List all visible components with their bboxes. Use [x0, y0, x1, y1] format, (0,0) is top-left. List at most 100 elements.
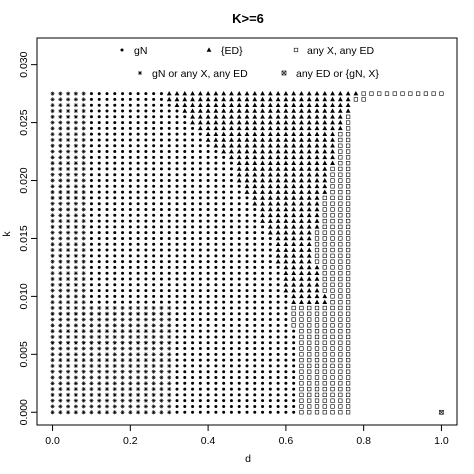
- data-point-triangle: [275, 172, 281, 177]
- data-point-square: [330, 253, 335, 258]
- data-point-asterisk: [73, 161, 78, 166]
- data-point-asterisk: [104, 329, 110, 334]
- data-point-dot: [144, 271, 148, 275]
- data-point-dot: [175, 225, 179, 229]
- data-point-triangle: [260, 108, 265, 113]
- data-point-asterisk: [58, 386, 63, 392]
- data-point-square: [338, 236, 343, 241]
- data-point-dot: [152, 300, 156, 304]
- data-point-triangle: [306, 96, 312, 102]
- data-point-dot: [261, 231, 265, 235]
- data-point-dot: [198, 167, 202, 171]
- data-point-square: [330, 247, 335, 253]
- data-point-triangle: [299, 154, 304, 160]
- data-point-dot: [128, 248, 132, 252]
- data-point-asterisk: [81, 166, 86, 172]
- data-point-dot: [183, 236, 187, 240]
- data-point-asterisk: [73, 386, 78, 392]
- data-point-dot: [229, 341, 233, 345]
- data-point-dot: [113, 179, 117, 183]
- data-point-dot: [214, 318, 218, 322]
- data-point-dot: [175, 121, 179, 125]
- data-point-square: [314, 352, 320, 357]
- data-point-dot: [245, 375, 249, 379]
- data-point-square: [330, 398, 335, 403]
- legend-item: {ED}: [206, 45, 243, 57]
- data-point-dot: [198, 335, 202, 339]
- data-point-dot: [175, 219, 179, 223]
- data-point-triangle: [229, 119, 234, 125]
- data-point-asterisk: [112, 346, 117, 351]
- data-point-dot: [222, 335, 226, 339]
- data-point-dot: [229, 167, 233, 171]
- data-point-triangle: [337, 96, 343, 102]
- data-point-asterisk: [73, 410, 78, 415]
- data-point-asterisk: [81, 398, 86, 403]
- data-point-triangle: [213, 119, 219, 125]
- data-point-asterisk: [120, 317, 125, 322]
- data-point-dot: [191, 283, 195, 287]
- data-point-triangle: [314, 177, 320, 183]
- data-point-asterisk: [73, 311, 78, 316]
- data-point-asterisk: [58, 300, 63, 305]
- data-point-triangle: [306, 218, 312, 223]
- data-point-dot: [206, 289, 210, 293]
- data-point-dot: [198, 370, 202, 374]
- data-point-dot: [113, 225, 117, 229]
- data-point-asterisk: [66, 190, 71, 195]
- data-point-dot: [144, 144, 148, 148]
- data-point-square: [330, 242, 335, 247]
- data-point-triangle: [299, 172, 304, 177]
- data-point-dot: [136, 126, 140, 130]
- data-point-triangle: [299, 293, 304, 299]
- data-point-triangle: [267, 206, 273, 212]
- data-point-asterisk: [112, 398, 117, 403]
- data-point-square: [291, 311, 296, 316]
- data-point-square: [314, 247, 320, 253]
- data-point-dot: [136, 277, 140, 281]
- data-point-dot: [97, 294, 101, 298]
- data-point-asterisk: [73, 178, 78, 183]
- data-point-dot: [222, 173, 226, 177]
- data-point-dot: [128, 179, 132, 183]
- data-point-dot: [214, 323, 218, 327]
- data-point-dot: [175, 179, 179, 183]
- data-point-square: [322, 224, 327, 229]
- data-point-dot: [144, 92, 148, 96]
- data-point-square: [338, 224, 343, 229]
- data-point-asterisk: [66, 311, 71, 316]
- data-point-asterisk: [66, 317, 71, 322]
- data-point-square: [346, 340, 351, 345]
- data-point-triangle: [213, 143, 219, 148]
- data-point-dot: [198, 150, 202, 154]
- data-point-asterisk: [58, 329, 63, 334]
- data-point-square: [322, 392, 327, 397]
- data-point-square: [392, 91, 397, 96]
- data-point-triangle: [244, 102, 250, 108]
- data-point-dot: [222, 167, 226, 171]
- data-point-dot: [128, 231, 132, 235]
- data-point-triangle: [330, 160, 335, 165]
- data-point-dot: [144, 283, 148, 287]
- data-point-asterisk: [81, 114, 86, 119]
- data-point-dot: [113, 97, 117, 101]
- data-point-dot: [229, 196, 233, 200]
- data-point-dot: [89, 144, 93, 148]
- data-point-dot: [237, 283, 241, 287]
- data-point-triangle: [306, 166, 312, 171]
- data-point-dot: [191, 364, 195, 368]
- data-point-dot: [276, 277, 280, 281]
- data-point-asterisk: [128, 398, 133, 403]
- data-point-dot: [222, 410, 226, 414]
- data-point-triangle: [306, 299, 312, 304]
- data-point-dot: [175, 335, 179, 339]
- data-point-dot: [206, 161, 210, 165]
- data-point-dot: [175, 329, 179, 333]
- data-point-dot: [229, 364, 233, 368]
- data-point-dot: [175, 341, 179, 345]
- data-point-asterisk: [120, 398, 125, 403]
- data-point-dot: [245, 207, 249, 211]
- data-point-dot: [159, 265, 163, 269]
- data-point-dot: [198, 231, 202, 235]
- data-point-asterisk: [143, 375, 148, 380]
